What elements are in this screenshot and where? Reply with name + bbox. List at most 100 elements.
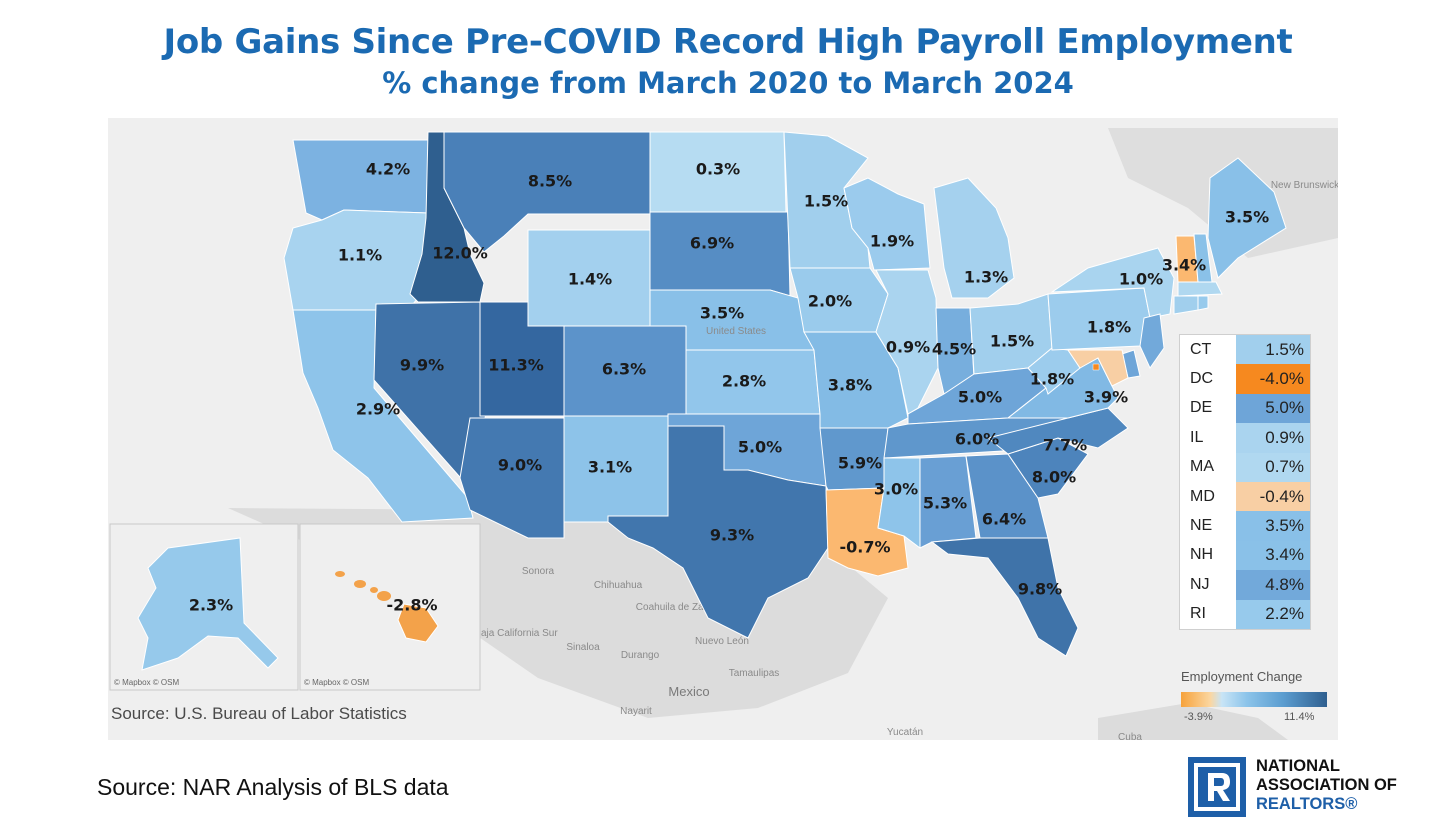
state-ny[interactable] — [1050, 247, 1175, 319]
state-value-nc: 7.7% — [1043, 436, 1087, 455]
state-ri[interactable] — [1197, 295, 1209, 311]
place-cuba: Cuba — [1118, 732, 1142, 740]
state-value-al: 5.3% — [923, 494, 967, 513]
state-ga[interactable] — [965, 453, 1049, 539]
state-value-wv: 1.8% — [1030, 370, 1074, 389]
table-row: IL 0.9% — [1180, 423, 1310, 453]
choropleth-map[interactable]: New Brunswick Sonora Chihuahua Coahuila … — [108, 118, 1338, 740]
state-tx[interactable] — [607, 425, 829, 639]
table-state-value: 2.2% — [1236, 599, 1310, 629]
state-value-sd: 6.9% — [690, 234, 734, 253]
table-row: RI 2.2% — [1180, 599, 1310, 629]
place-baja-california-sur: Baja California Sur — [474, 628, 558, 639]
legend-title: Employment Change — [1181, 669, 1303, 684]
realtor-r-logo-icon — [1188, 757, 1246, 817]
state-value-hi: -2.8% — [386, 596, 437, 615]
state-value-id: 12.0% — [432, 244, 488, 263]
table-state-abbr: DC — [1190, 370, 1214, 388]
state-ma[interactable] — [1177, 281, 1223, 297]
state-value-wa: 4.2% — [366, 160, 410, 179]
state-value-labels: 4.2% 1.1% 2.9% 12.0% 9.9% 8.5% 1.4% 11.3% 9.0% 6.… — [189, 160, 1269, 615]
state-value-va: 3.9% — [1084, 388, 1128, 407]
place-coahuila: Coahuila de Zaragoza — [636, 602, 735, 613]
state-value-wi: 1.9% — [870, 232, 914, 251]
nar-line-3: REALTORS® — [1256, 795, 1358, 813]
table-state-value: 3.4% — [1236, 540, 1310, 571]
nar-line-2: ASSOCIATION OF — [1256, 776, 1397, 794]
state-value-tx: 9.3% — [710, 526, 754, 545]
page-title: Job Gains Since Pre-COVID Record High Pa… — [163, 22, 1293, 62]
table-row: DC -4.0% — [1180, 364, 1310, 394]
state-value-nd: 0.3% — [696, 160, 740, 179]
state-nj[interactable] — [1139, 313, 1165, 370]
state-value-mi: 1.3% — [964, 268, 1008, 287]
table-row: CT 1.5% — [1180, 335, 1310, 365]
nar-line-1: NATIONAL — [1256, 757, 1341, 775]
state-value-co: 6.3% — [602, 360, 646, 379]
state-wa[interactable] — [292, 139, 429, 221]
place-nayarit: Nayarit — [620, 706, 652, 717]
table-state-abbr: RI — [1190, 605, 1206, 623]
alaska-inset[interactable]: © Mapbox © OSM — [109, 523, 299, 691]
state-value-oh: 1.5% — [990, 332, 1034, 351]
table-state-abbr: MD — [1190, 487, 1215, 505]
table-row: NJ 4.8% — [1180, 570, 1310, 600]
state-wi[interactable] — [843, 177, 931, 271]
table-state-value: 5.0% — [1236, 393, 1310, 424]
place-tamaulipas: Tamaulipas — [729, 668, 780, 679]
state-me[interactable] — [1207, 157, 1287, 279]
state-value-ut: 11.3% — [488, 356, 544, 375]
state-value-sc: 8.0% — [1032, 468, 1076, 487]
state-value-pa: 1.8% — [1087, 318, 1131, 337]
table-state-abbr: MA — [1190, 458, 1214, 476]
state-value-az: 9.0% — [498, 456, 542, 475]
state-md[interactable] — [1067, 349, 1129, 387]
hawaii-inset-credit: © Mapbox © OSM — [304, 678, 369, 687]
legend-color-bar — [1181, 692, 1327, 707]
state-value-la: -0.7% — [839, 538, 890, 557]
place-sinaloa: Sinaloa — [566, 642, 600, 653]
state-value-wy: 1.4% — [568, 270, 612, 289]
legend-max-label: 11.4% — [1284, 711, 1315, 723]
table-state-abbr: NJ — [1190, 575, 1210, 593]
table-state-value: -4.0% — [1236, 364, 1310, 394]
state-mi[interactable] — [933, 177, 1015, 299]
place-united-states: United States — [706, 326, 766, 337]
state-ak[interactable] — [137, 537, 279, 671]
state-value-mt: 8.5% — [528, 172, 572, 191]
table-state-value: 0.7% — [1236, 452, 1310, 482]
place-mexico: Mexico — [668, 684, 709, 699]
place-nuevo-leon: Nuevo León — [695, 636, 749, 647]
table-row: MD -0.4% — [1180, 481, 1310, 512]
place-chihuahua: Chihuahua — [594, 580, 643, 591]
state-value-ca: 2.9% — [356, 400, 400, 419]
table-row: DE 5.0% — [1180, 393, 1310, 424]
table-row: NE 3.5% — [1180, 511, 1310, 541]
table-row: NH 3.4% — [1180, 540, 1310, 571]
table-state-abbr: CT — [1190, 340, 1212, 358]
small-states-table: CT 1.5% DC -4.0% DE 5.0% IL 0.9% MA 0.7% MD -0.4% NE… — [1179, 334, 1311, 630]
hawaii-inset[interactable]: © Mapbox © OSM — [299, 523, 481, 691]
cuba-landmass — [1098, 703, 1288, 740]
state-value-ny: 1.0% — [1119, 270, 1163, 289]
state-value-nm: 3.1% — [588, 458, 632, 477]
state-value-ak: 2.3% — [189, 596, 233, 615]
state-dc[interactable] — [1092, 363, 1100, 371]
state-value-ne: 3.5% — [700, 304, 744, 323]
small-states-layer — [1067, 233, 1223, 387]
state-sd[interactable] — [649, 211, 791, 297]
table-state-abbr: NE — [1190, 517, 1213, 535]
state-value-ga: 6.4% — [982, 510, 1026, 529]
map-panel[interactable]: New Brunswick Sonora Chihuahua Coahuila … — [108, 118, 1338, 740]
states-layer — [283, 131, 1287, 657]
place-durango: Durango — [621, 650, 660, 661]
state-fl[interactable] — [930, 537, 1079, 657]
state-value-fl: 9.8% — [1018, 580, 1062, 599]
state-value-mn: 1.5% — [804, 192, 848, 211]
page-subtitle: % change from March 2020 to March 2024 — [382, 66, 1074, 100]
state-hi[interactable] — [397, 603, 439, 643]
place-sonora: Sonora — [522, 566, 555, 577]
table-state-abbr: IL — [1190, 428, 1204, 446]
state-value-or: 1.1% — [338, 246, 382, 265]
footer-source: Source: NAR Analysis of BLS data — [97, 774, 449, 800]
